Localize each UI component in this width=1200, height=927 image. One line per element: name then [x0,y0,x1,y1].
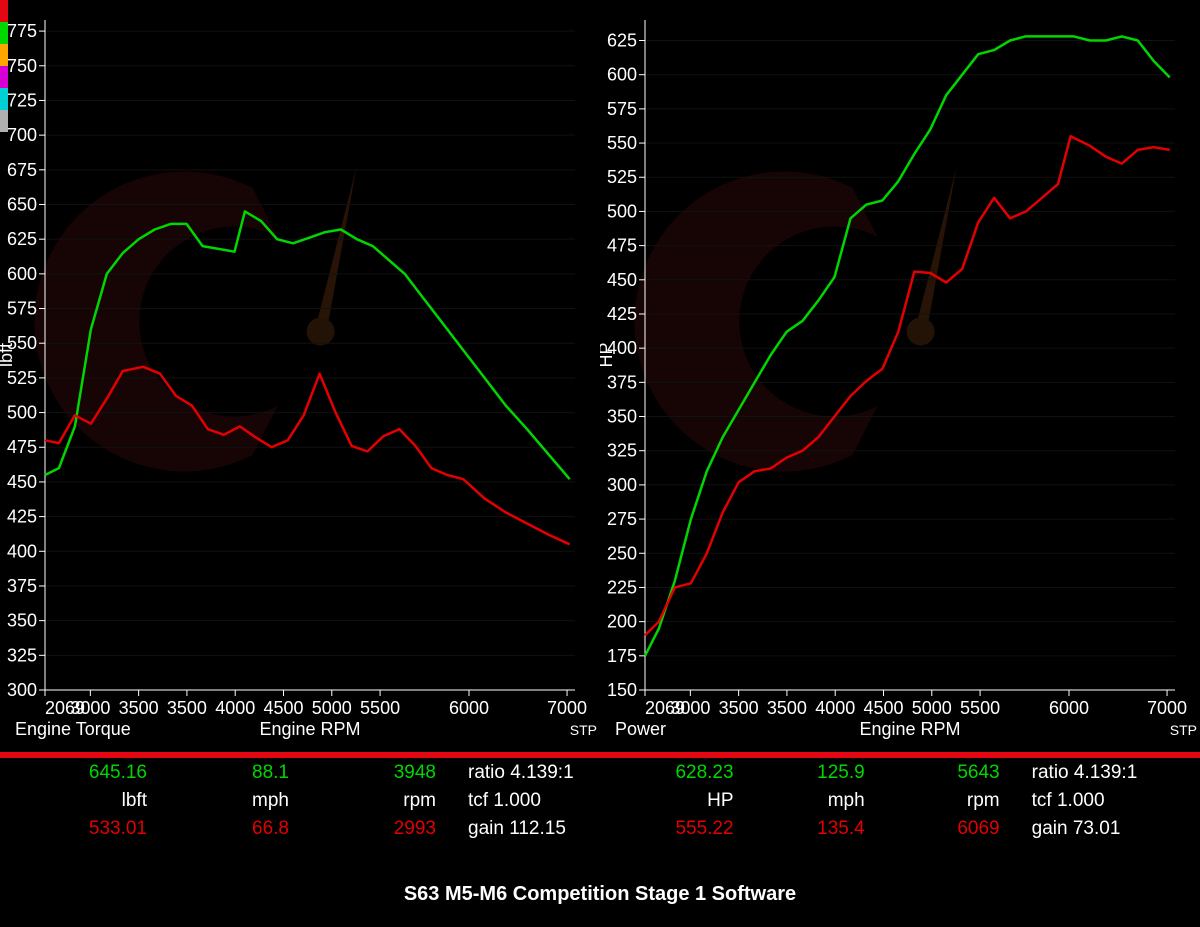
ytick-label: 375 [7,576,37,596]
ytick-label: 225 [607,577,637,597]
readout-cell: mph [736,788,865,814]
chart-left-label: Power [615,719,666,739]
xtick-label: 5500 [960,698,1000,718]
ytick-label: 750 [7,56,37,76]
ytick-label: 175 [607,646,637,666]
ytick-label: 250 [607,543,637,563]
ytick-label: 400 [7,541,37,561]
ytick-label: 550 [607,133,637,153]
xtick-label: 3500 [119,698,159,718]
ytick-label: 725 [7,90,37,110]
readout-cell: 66.8 [149,816,289,842]
readout-cell: 555.22 [612,816,734,842]
x-axis-label: Engine RPM [859,719,960,739]
ytick-label: 300 [7,680,37,700]
xtick-label: 5500 [360,698,400,718]
readout-cell: 2993 [291,816,436,842]
ytick-label: 425 [607,304,637,324]
ytick-label: 350 [607,407,637,427]
ytick-label: 425 [7,507,37,527]
xtick-label: 6000 [1049,698,1089,718]
footer-title: S63 M5-M6 Competition Stage 1 Software [0,883,1200,906]
readout-cell: 533.01 [17,816,147,842]
readout-cell: HP [612,788,734,814]
ytick-label: 450 [7,472,37,492]
ytick-label: 700 [7,125,37,145]
readout-cell: 645.16 [17,760,147,786]
xtick-label: 6000 [449,698,489,718]
ytick-label: 625 [607,31,637,51]
ytick-label: 575 [607,99,637,119]
y-axis-label: lbft [0,343,16,367]
ytick-label: 525 [7,368,37,388]
ytick-label: 600 [607,65,637,85]
chart-torque: 3003253503754004254504755005255505756006… [0,0,600,750]
readout-cell: rpm [291,788,436,814]
ytick-label: 450 [607,270,637,290]
readout-cell: 125.9 [736,760,865,786]
readout-right-cell: ratio 4.139:1 [1002,760,1198,786]
xtick-label: 3000 [70,698,110,718]
xtick-label: 7000 [1147,698,1187,718]
ytick-label: 500 [607,201,637,221]
ytick-label: 200 [607,612,637,632]
ytick-label: 625 [7,229,37,249]
xtick-label: 3500 [167,698,207,718]
dyno-chart-root: 300 325 350 375 400 425 450 475 500 525 550 575 600 6… [0,0,1200,927]
readout-cell: 3948 [291,760,436,786]
xtick-label: 3000 [670,698,710,718]
readout-cell: 135.4 [736,816,865,842]
readout-cell: 5643 [867,760,1000,786]
ytick-label: 475 [7,437,37,457]
xtick-label: 4000 [815,698,855,718]
ytick-label: 375 [607,372,637,392]
xtick-label: 4500 [863,698,903,718]
readout-cell: rpm [867,788,1000,814]
readout-cell: 6069 [867,816,1000,842]
readout-right-cell: gain 73.01 [1002,816,1198,842]
xtick-label: 4500 [263,698,303,718]
xtick-label: 5000 [312,698,352,718]
ytick-label: 525 [607,167,637,187]
ytick-label: 575 [7,299,37,319]
ytick-label: 275 [607,509,637,529]
y-axis-label: HP [600,342,616,367]
ytick-label: 150 [607,680,637,700]
xtick-label: 5000 [912,698,952,718]
readout-right-cell: tcf 1.000 [1002,788,1198,814]
ytick-label: 500 [7,403,37,423]
xtick-label: 7000 [547,698,587,718]
readout-cell: lbft [17,788,147,814]
ytick-label: 675 [7,160,37,180]
chart-right-label: STP [570,722,597,738]
chart-left-label: Engine Torque [15,719,131,739]
chart-power: 1501752002252502753003253503754004254504… [600,0,1200,750]
ytick-label: 350 [7,611,37,631]
readout-table: 628.23125.95643ratio 4.139:1 HPmphrpmtcf … [610,758,1200,844]
ytick-label: 325 [7,645,37,665]
readout-cell: mph [149,788,289,814]
ytick-label: 775 [7,21,37,41]
readout-cell: 628.23 [612,760,734,786]
xtick-label: 3500 [719,698,759,718]
x-axis-label: Engine RPM [259,719,360,739]
readout-cell: 88.1 [149,760,289,786]
xtick-label: 4000 [215,698,255,718]
ytick-label: 325 [607,441,637,461]
ytick-label: 650 [7,194,37,214]
ytick-label: 300 [607,475,637,495]
xtick-label: 3500 [767,698,807,718]
readout-table: 645.1688.13948ratio 4.139:1lbftmphrpmtcf… [15,758,650,844]
watermark-logo [34,167,356,472]
watermark-logo [634,167,956,472]
ytick-label: 600 [7,264,37,284]
chart-right-label: STP [1170,722,1197,738]
ytick-label: 475 [607,236,637,256]
